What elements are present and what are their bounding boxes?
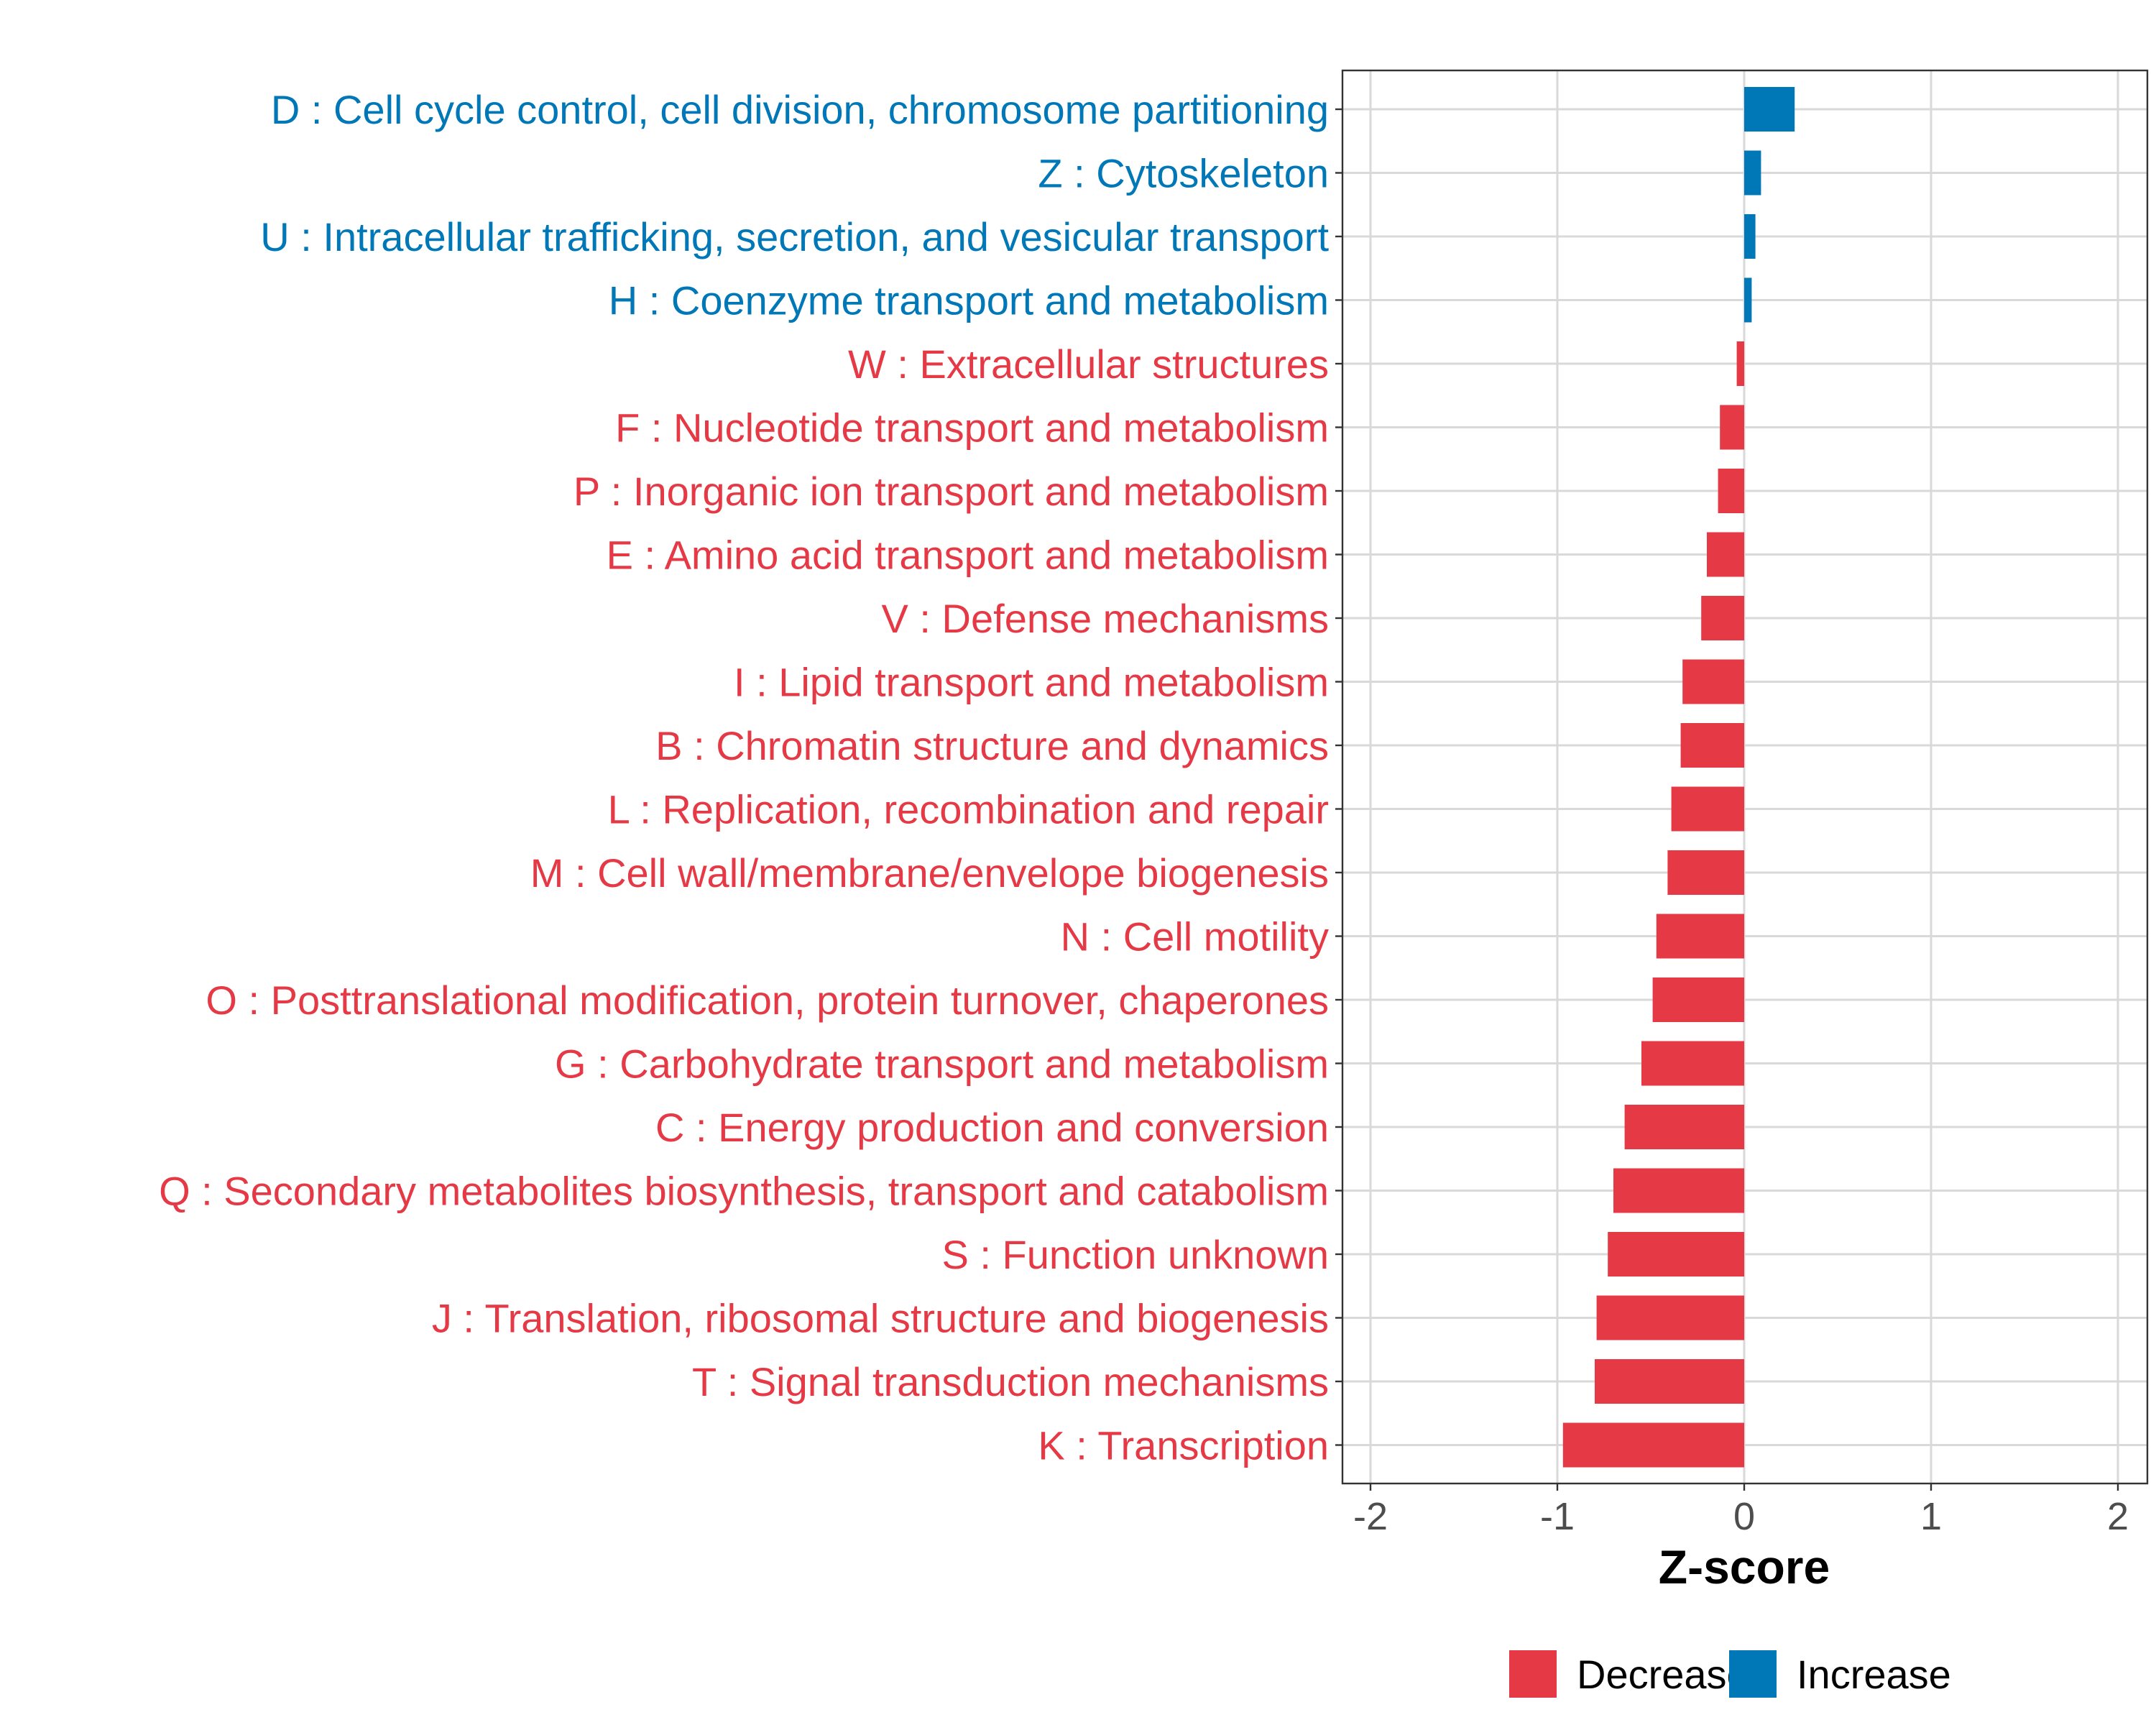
legend-label-decrease: Decrease (1577, 1652, 1749, 1697)
legend-swatch-decrease (1509, 1650, 1557, 1698)
x-tick-label: -2 (1353, 1495, 1388, 1538)
x-axis: -2 -1 0 1 2 (1353, 1484, 2129, 1538)
bar (1608, 1232, 1744, 1276)
category-label: T : Signal transduction mechanisms (692, 1359, 1329, 1404)
bar (1613, 1168, 1744, 1213)
category-label: F : Nucleotide transport and metabolism (615, 405, 1329, 451)
bar (1720, 405, 1744, 450)
category-label: V : Defense mechanisms (882, 596, 1329, 641)
legend: Decrease Increase (1509, 1650, 1951, 1698)
category-label: M : Cell wall/membrane/envelope biogenes… (530, 850, 1329, 896)
bar (1682, 659, 1744, 704)
bar (1744, 214, 1756, 259)
category-label: D : Cell cycle control, cell division, c… (271, 87, 1329, 132)
bar (1736, 341, 1744, 386)
category-label: Q : Secondary metabolites biosynthesis, … (159, 1169, 1329, 1214)
category-label: S : Function unknown (941, 1232, 1329, 1277)
bars (1562, 87, 1795, 1468)
bar (1744, 277, 1752, 323)
bar (1596, 1295, 1744, 1340)
category-label: Z : Cytoskeleton (1038, 151, 1329, 196)
legend-label-increase: Increase (1797, 1652, 1951, 1697)
category-label: L : Replication, recombination and repai… (608, 787, 1329, 832)
bar (1667, 850, 1744, 895)
bar (1701, 596, 1744, 640)
category-label: I : Lipid transport and metabolism (734, 660, 1329, 705)
category-label: U : Intracellular trafficking, secretion… (260, 214, 1329, 259)
category-label: W : Extracellular structures (848, 341, 1329, 387)
legend-swatch-increase (1729, 1650, 1777, 1698)
category-label: H : Coenzyme transport and metabolism (609, 278, 1329, 323)
category-label: C : Energy production and conversion (655, 1105, 1329, 1150)
x-tick-label: 0 (1733, 1495, 1755, 1538)
category-label: O : Posttranslational modification, prot… (206, 978, 1329, 1023)
bar (1671, 786, 1744, 832)
bar (1744, 150, 1761, 196)
category-label: J : Translation, ribosomal structure and… (432, 1296, 1329, 1341)
bar (1562, 1422, 1744, 1468)
bar (1718, 469, 1744, 513)
bar (1652, 978, 1744, 1022)
category-label: G : Carbohydrate transport and metabolis… (555, 1041, 1329, 1087)
bar (1641, 1041, 1744, 1086)
category-label: N : Cell motility (1061, 914, 1329, 960)
category-label: B : Chromatin structure and dynamics (655, 723, 1329, 768)
bar (1624, 1105, 1744, 1149)
category-label: K : Transcription (1038, 1423, 1329, 1468)
bar (1707, 532, 1744, 577)
x-tick-label: -1 (1540, 1495, 1575, 1538)
x-tick-label: 1 (1920, 1495, 1942, 1538)
bar (1680, 723, 1744, 768)
bar (1595, 1359, 1744, 1404)
bar (1656, 914, 1744, 959)
bar (1744, 87, 1795, 132)
x-axis-title: Z-score (1659, 1540, 1830, 1593)
category-label: E : Amino acid transport and metabolism (607, 533, 1329, 578)
x-tick-label: 2 (2107, 1495, 2129, 1538)
category-label: P : Inorganic ion transport and metaboli… (573, 469, 1329, 514)
y-axis: D : Cell cycle control, cell division, c… (159, 87, 1342, 1468)
